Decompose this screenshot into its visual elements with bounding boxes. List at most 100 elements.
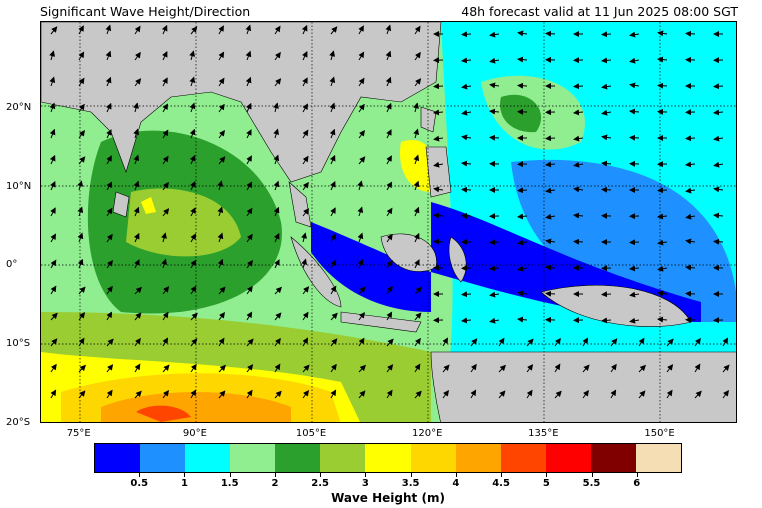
wave-direction-arrow — [713, 83, 724, 90]
wave-direction-arrow — [489, 291, 500, 298]
colorbar-tick-label: 6 — [633, 478, 641, 489]
wave-direction-arrow — [218, 156, 226, 165]
wave-direction-arrow — [358, 390, 366, 399]
wave-direction-arrow — [554, 363, 561, 373]
wave-direction-arrow — [582, 337, 588, 347]
wave-direction-arrow — [330, 312, 338, 321]
colorbar-swatch — [500, 444, 546, 472]
wave-direction-arrow — [358, 364, 366, 373]
wave-direction-arrow — [106, 129, 112, 139]
wave-direction-arrow — [161, 232, 167, 243]
wave-direction-arrow — [413, 154, 420, 165]
wave-direction-arrow — [330, 285, 337, 295]
wave-direction-arrow — [461, 134, 472, 141]
wave-direction-arrow — [573, 83, 584, 90]
lon-label: 90°E — [182, 428, 207, 439]
wave-direction-arrow — [517, 213, 528, 220]
wave-direction-arrow — [657, 56, 668, 63]
wave-direction-arrow — [106, 207, 113, 217]
wave-direction-arrow — [517, 82, 528, 89]
wave-direction-arrow — [554, 390, 562, 399]
wave-direction-arrow — [573, 135, 584, 142]
wave-direction-arrow — [273, 232, 280, 243]
wave-direction-arrow — [189, 76, 196, 87]
wave-direction-arrow — [301, 232, 307, 243]
wave-direction-arrow — [218, 103, 225, 113]
wave-direction-arrow — [386, 285, 393, 295]
wave-direction-arrow — [414, 312, 422, 321]
lon-label: 105°E — [295, 428, 327, 439]
colorbar-swatch — [410, 444, 456, 472]
wave-direction-arrow — [245, 76, 252, 87]
wave-direction-arrow — [274, 312, 282, 321]
wave-direction-arrow — [666, 338, 674, 347]
wave-direction-arrow — [629, 134, 640, 141]
wave-direction-arrow — [302, 155, 309, 165]
wave-direction-arrow — [358, 103, 365, 113]
wave-direction-arrow — [517, 30, 528, 37]
wave-direction-arrow — [246, 207, 253, 217]
wave-direction-arrow — [106, 389, 113, 399]
wave-direction-arrow — [433, 83, 444, 90]
wave-direction-arrow — [358, 77, 365, 87]
wave-direction-arrow — [489, 317, 500, 324]
wave-direction-arrow — [246, 338, 254, 347]
wave-direction-arrow — [302, 208, 310, 217]
wave-direction-arrow — [657, 82, 668, 89]
asia-mainland — [41, 22, 442, 183]
wave-direction-arrow — [246, 285, 253, 295]
wave-direction-arrow — [329, 76, 336, 87]
wave-direction-arrow — [713, 238, 724, 245]
wave-direction-arrow — [489, 134, 500, 141]
wave-direction-arrow — [722, 337, 728, 347]
wave-direction-arrow — [189, 154, 196, 165]
colorbar-tick-mark — [229, 473, 231, 477]
wave-direction-arrow — [433, 212, 444, 219]
wave-direction-arrow — [330, 363, 337, 373]
wave-direction-arrow — [413, 180, 420, 191]
wave-direction-arrow — [274, 363, 281, 373]
wave-direction-arrow — [190, 207, 196, 217]
wave-direction-arrow — [685, 213, 696, 220]
wave-direction-arrow — [302, 129, 309, 139]
wave-direction-arrow — [134, 51, 141, 61]
wave-direction-arrow — [330, 26, 338, 35]
wave-direction-arrow — [386, 233, 393, 243]
wave-direction-arrow — [601, 57, 612, 64]
wave-direction-arrow — [162, 311, 169, 321]
wave-direction-arrow — [461, 160, 472, 167]
wave-direction-arrow — [629, 82, 640, 89]
wave-direction-arrow — [358, 51, 365, 61]
wave-direction-arrow — [161, 258, 168, 269]
wave-direction-arrow — [517, 265, 528, 272]
lon-label: 120°E — [412, 428, 443, 439]
colorbar-tick-mark — [365, 473, 367, 477]
wave-direction-arrow — [330, 338, 338, 347]
wave-direction-arrow — [302, 389, 309, 399]
wave-direction-arrow — [218, 51, 225, 61]
wave-direction-arrow — [246, 181, 253, 191]
wave-direction-arrow — [722, 364, 730, 373]
wave-direction-arrow — [190, 180, 196, 191]
wave-direction-arrow — [694, 337, 701, 347]
wave-direction-arrow — [274, 337, 281, 347]
wave-direction-arrow — [162, 77, 168, 87]
wave-direction-arrow — [78, 337, 85, 347]
wave-direction-arrow — [217, 232, 224, 243]
wave-direction-arrow — [133, 206, 140, 217]
wave-direction-arrow — [190, 389, 197, 399]
colorbar-tick-label: 1.5 — [220, 478, 239, 489]
wave-direction-arrow — [133, 232, 140, 243]
colorbar-swatch — [230, 444, 276, 472]
wave-direction-arrow — [573, 212, 584, 219]
wave-direction-arrow — [50, 180, 56, 191]
wave-direction-arrow — [329, 50, 336, 61]
wave-direction-arrow — [245, 24, 252, 35]
wave-direction-arrow — [357, 180, 364, 191]
wave-direction-arrow — [601, 134, 612, 141]
wave-direction-arrow — [218, 77, 225, 87]
wave-direction-arrow — [218, 337, 225, 347]
colorbar-tick-mark — [274, 473, 276, 477]
wave-direction-arrow — [629, 317, 640, 324]
wave-direction-arrow — [246, 155, 252, 165]
